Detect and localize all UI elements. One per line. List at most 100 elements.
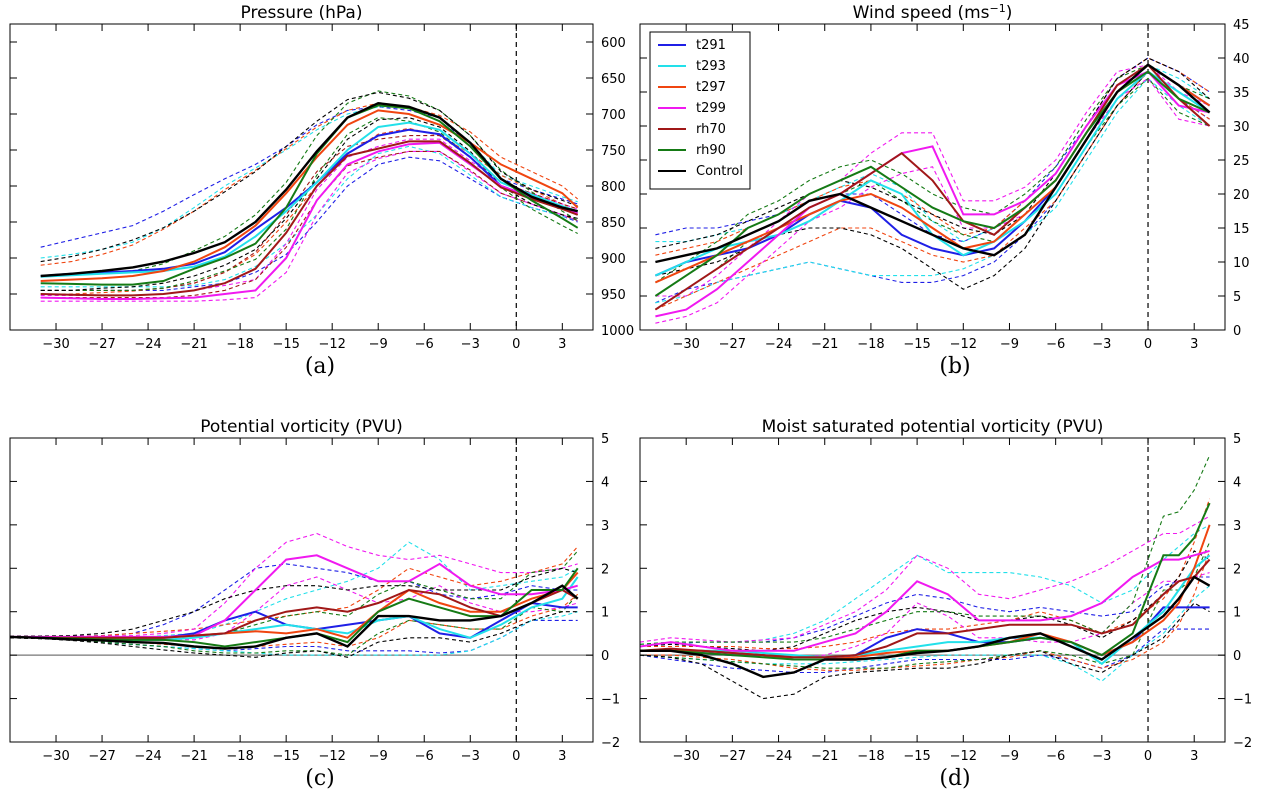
x-tick-label: −27 (719, 749, 746, 764)
y-tick-label: 30 (1233, 120, 1250, 135)
legend-label-Control: Control (696, 164, 743, 179)
plot-frame (9, 437, 594, 743)
y-tick-label: 650 (601, 72, 626, 87)
panel-title: Wind speed (ms−1) (853, 2, 1013, 24)
x-tick-label: −6 (1046, 337, 1065, 352)
x-tick-label: −21 (180, 337, 207, 352)
x-tick-label: −30 (42, 337, 69, 352)
panel-b: Wind speed (ms−1)(b)−30 −27 −24 −21 −18 −15 −1… (639, 2, 1250, 379)
series-rh90-line (640, 502, 1211, 661)
series-t297-lower-bound (655, 70, 1210, 311)
y-tick-label: 2 (601, 562, 609, 577)
x-tick-label: −3 (1092, 749, 1111, 764)
series-t291-upper-bound (640, 576, 1210, 648)
y-tick-label: 2 (1233, 562, 1241, 577)
series-rh70-line (654, 63, 1211, 311)
series-Control-line (640, 575, 1211, 679)
x-tick-label: −18 (226, 749, 253, 764)
series-t299-line (640, 549, 1210, 652)
y-tick-label: −1 (1233, 693, 1252, 708)
x-tick-label: −6 (1046, 749, 1065, 764)
series-t293-line (40, 121, 579, 278)
legend: t291 t293 t297 t299 rh70 rh90 Control (649, 31, 751, 190)
x-tick-label: −24 (134, 749, 161, 764)
y-tick-label: 3 (601, 519, 609, 534)
x-tick-label: −15 (272, 749, 299, 764)
panel-a: Pressure (hPa)(a)−30 −27 −24 −21 −18 −15 −12 −9… (9, 3, 634, 379)
y-tick-label: 0 (1233, 649, 1241, 664)
x-tick-label: −18 (226, 337, 253, 352)
x-tick-label: −15 (272, 337, 299, 352)
series-group (654, 57, 1211, 324)
panel-label: (b) (939, 354, 970, 379)
series-t297-upper-bound (40, 102, 579, 266)
series-Control-upper-bound (640, 550, 1210, 652)
series-rh70-line (640, 558, 1211, 659)
y-tick-label: 45 (1233, 18, 1250, 33)
x-tick-label: −18 (857, 749, 884, 764)
y-tick-label: 40 (1233, 52, 1250, 67)
x-tick-label: −30 (42, 749, 69, 764)
plot-frame (639, 23, 1226, 331)
y-tick-label: 20 (1233, 188, 1250, 203)
y-tick-label: 750 (601, 144, 626, 159)
series-t293-line (640, 554, 1211, 666)
panel-title: Potential vorticity (PVU) (200, 417, 403, 437)
x-tick-label: −27 (88, 337, 115, 352)
legend-label-t299: t299 (696, 101, 726, 116)
panel-d: Moist saturated potential vorticity (PVU… (639, 417, 1252, 791)
y-tick-label: 850 (601, 216, 626, 231)
y-tick-label: 900 (601, 252, 626, 267)
y-tick-label: 1 (1233, 606, 1241, 621)
series-t293-lower-bound (655, 77, 1210, 304)
y-tick-label: −1 (601, 693, 620, 708)
series-group (40, 90, 579, 302)
series-t299-lower-bound (10, 576, 578, 641)
y-tick-label: 5 (601, 432, 609, 447)
x-tick-label: −30 (672, 337, 699, 352)
x-tick-label: −12 (318, 749, 345, 764)
y-tick-label: 5 (1233, 432, 1241, 447)
x-tick-label: −15 (903, 749, 930, 764)
y-tick-label: 4 (1233, 475, 1241, 490)
series-group (640, 455, 1211, 700)
x-tick-label: −9 (1000, 749, 1019, 764)
series-rh90-upper-bound (640, 455, 1211, 645)
x-tick-label: −9 (369, 749, 388, 764)
x-tick-label: −15 (903, 337, 930, 352)
legend-label-t297: t297 (696, 80, 726, 95)
x-tick-label: −24 (765, 749, 792, 764)
series-Control-lower-bound (655, 70, 1210, 290)
series-t291-lower-bound (40, 156, 578, 291)
x-tick-label: −6 (415, 337, 434, 352)
series-t297-upper-bound (640, 498, 1211, 650)
series-rh70-line (10, 588, 579, 639)
panel-label: (c) (305, 766, 335, 791)
x-tick-label: −3 (461, 749, 480, 764)
series-t297-lower-bound (640, 550, 1211, 671)
y-tick-label: 15 (1233, 222, 1250, 237)
series-Control-line (10, 584, 579, 650)
y-tick-label: 950 (601, 288, 626, 303)
series-t291-upper-bound (10, 563, 578, 638)
series-t293-lower-bound (640, 585, 1210, 682)
series-t293-upper-bound (40, 106, 578, 259)
y-tick-label: 0 (1233, 324, 1241, 339)
series-Control-line (40, 101, 578, 278)
y-tick-label: 5 (1233, 290, 1241, 305)
x-tick-label: −12 (318, 337, 345, 352)
series-rh90-line (10, 567, 579, 648)
panel-label: (d) (939, 766, 970, 791)
y-tick-label: 4 (601, 475, 609, 490)
x-tick-label: 0 (1144, 337, 1152, 352)
series-group (10, 532, 579, 658)
series-t299-lower-bound (655, 77, 1210, 324)
series-Control-lower-bound (640, 602, 1210, 700)
y-tick-label: 0 (601, 649, 609, 664)
x-tick-label: −9 (369, 337, 388, 352)
series-t297-lower-bound (10, 593, 579, 650)
x-tick-label: −21 (811, 749, 838, 764)
x-tick-label: 3 (558, 337, 566, 352)
series-t293-upper-bound (640, 524, 1210, 645)
y-tick-label: 800 (601, 180, 626, 195)
